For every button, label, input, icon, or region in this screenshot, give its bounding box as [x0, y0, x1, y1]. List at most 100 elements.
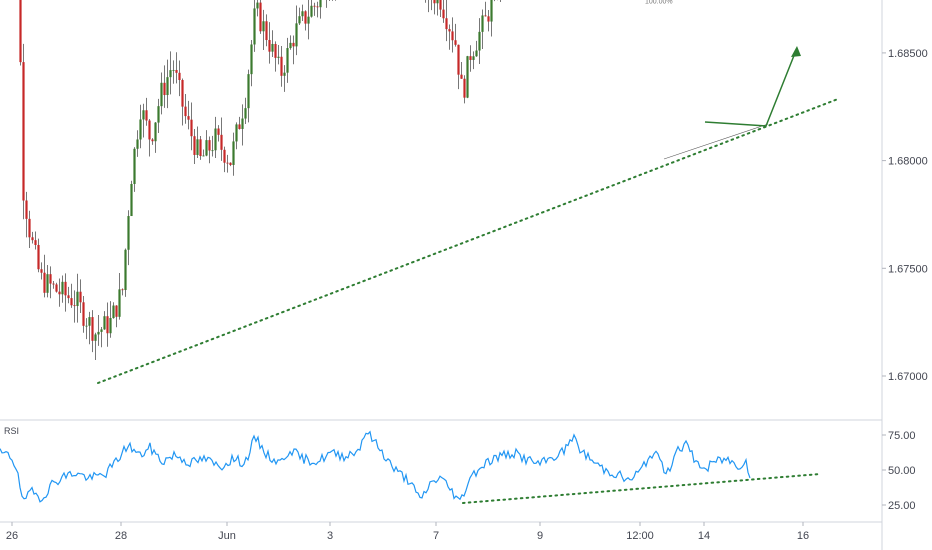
- candle-body: [85, 325, 88, 327]
- candle-body: [64, 281, 67, 296]
- candle-body: [433, 0, 436, 4]
- candle-body: [205, 140, 208, 156]
- candle-body: [124, 249, 127, 290]
- rsi-tick-label: 50.00: [888, 465, 916, 477]
- candle-body: [223, 149, 226, 163]
- candle-body: [448, 29, 451, 32]
- candle-body: [310, 5, 313, 17]
- candle-body: [112, 305, 115, 319]
- candle-body: [265, 21, 268, 41]
- candle-body: [58, 291, 61, 295]
- candle-body: [211, 150, 214, 152]
- candle-body: [127, 216, 130, 250]
- candle-body: [187, 116, 190, 120]
- candle-body: [142, 110, 145, 120]
- support-connector: [663, 123, 769, 160]
- candle-body: [46, 274, 49, 293]
- projection-arrow-head: [791, 46, 801, 57]
- candle-body: [316, 6, 319, 8]
- candle-body: [148, 120, 151, 140]
- candle-body: [466, 56, 469, 98]
- candle-body: [157, 106, 160, 123]
- candle-body: [445, 18, 448, 30]
- candle-body: [436, 0, 439, 4]
- candle-body: [307, 16, 310, 24]
- candle-body: [163, 82, 166, 96]
- candle-body: [463, 78, 466, 98]
- candle-body: [160, 82, 163, 107]
- rsi-pane: RSI 25.00 50.00 75.00: [0, 426, 916, 512]
- candle-body: [283, 72, 286, 76]
- candle-body: [31, 237, 34, 241]
- candle-body: [82, 302, 85, 326]
- candle-body: [19, 0, 22, 63]
- candle-body: [118, 289, 121, 317]
- candle-body: [217, 128, 220, 135]
- rsi-tick-label: 25.00: [888, 500, 916, 512]
- candle-body: [304, 11, 307, 24]
- trendlines: [97, 46, 839, 384]
- candle-body: [121, 289, 124, 291]
- candle-body: [274, 43, 277, 58]
- candle-body: [133, 148, 136, 184]
- candle-body: [139, 119, 142, 140]
- candle-body: [151, 139, 154, 142]
- x-tick-label: 7: [433, 530, 439, 542]
- projection-arrow: [704, 47, 798, 127]
- candle-body: [319, 0, 322, 8]
- candle-body: [202, 155, 205, 157]
- candle-body: [259, 2, 262, 32]
- candle-body: [70, 298, 73, 306]
- candle-body: [484, 15, 487, 17]
- candle-body: [199, 139, 202, 157]
- candle-body: [154, 122, 157, 142]
- candle-body: [469, 56, 472, 60]
- candle-body: [130, 183, 133, 217]
- candle-body: [175, 69, 178, 73]
- candle-body: [49, 274, 52, 284]
- level-zones: 100.00%: [645, 0, 673, 6]
- candle-body: [481, 15, 484, 32]
- candle-body: [115, 305, 118, 317]
- candle-body: [25, 200, 28, 219]
- candle-body: [76, 291, 79, 307]
- candle-body: [256, 2, 259, 9]
- candle-body: [487, 16, 490, 22]
- candle-body: [190, 119, 193, 137]
- candle-body: [100, 329, 103, 332]
- candle-body: [232, 141, 235, 165]
- candle-body: [181, 80, 184, 107]
- rsi-line: [0, 430, 751, 503]
- candle-body: [472, 56, 475, 60]
- x-tick-label: 14: [698, 530, 710, 542]
- x-tick-label: 26: [6, 530, 18, 542]
- candle-body: [229, 162, 232, 165]
- candle-body: [106, 316, 109, 334]
- candle-body: [67, 295, 70, 299]
- candle-body: [136, 139, 139, 149]
- candle-body: [94, 334, 97, 341]
- candle-body: [235, 124, 238, 142]
- candle-body: [301, 11, 304, 17]
- grid: [0, 0, 883, 550]
- candle-body: [298, 16, 301, 24]
- y-tick-label: 1.68000: [888, 156, 928, 168]
- candle-body: [214, 128, 217, 151]
- candle-body: [451, 31, 454, 41]
- candle-body: [280, 56, 283, 76]
- candle-body: [37, 244, 40, 270]
- candle-body: [91, 317, 94, 341]
- candle-body: [97, 331, 100, 335]
- candle-body: [475, 50, 478, 57]
- candle-body: [40, 269, 43, 273]
- candle-body: [178, 72, 181, 81]
- x-tick-label: Jun: [218, 530, 236, 542]
- candle-body: [73, 305, 76, 307]
- candle-body: [439, 0, 442, 10]
- candle-body: [250, 44, 253, 75]
- candle-body: [277, 56, 280, 58]
- candle-body: [28, 218, 31, 238]
- candle-body: [34, 240, 37, 245]
- x-tick-label: 9: [537, 530, 543, 542]
